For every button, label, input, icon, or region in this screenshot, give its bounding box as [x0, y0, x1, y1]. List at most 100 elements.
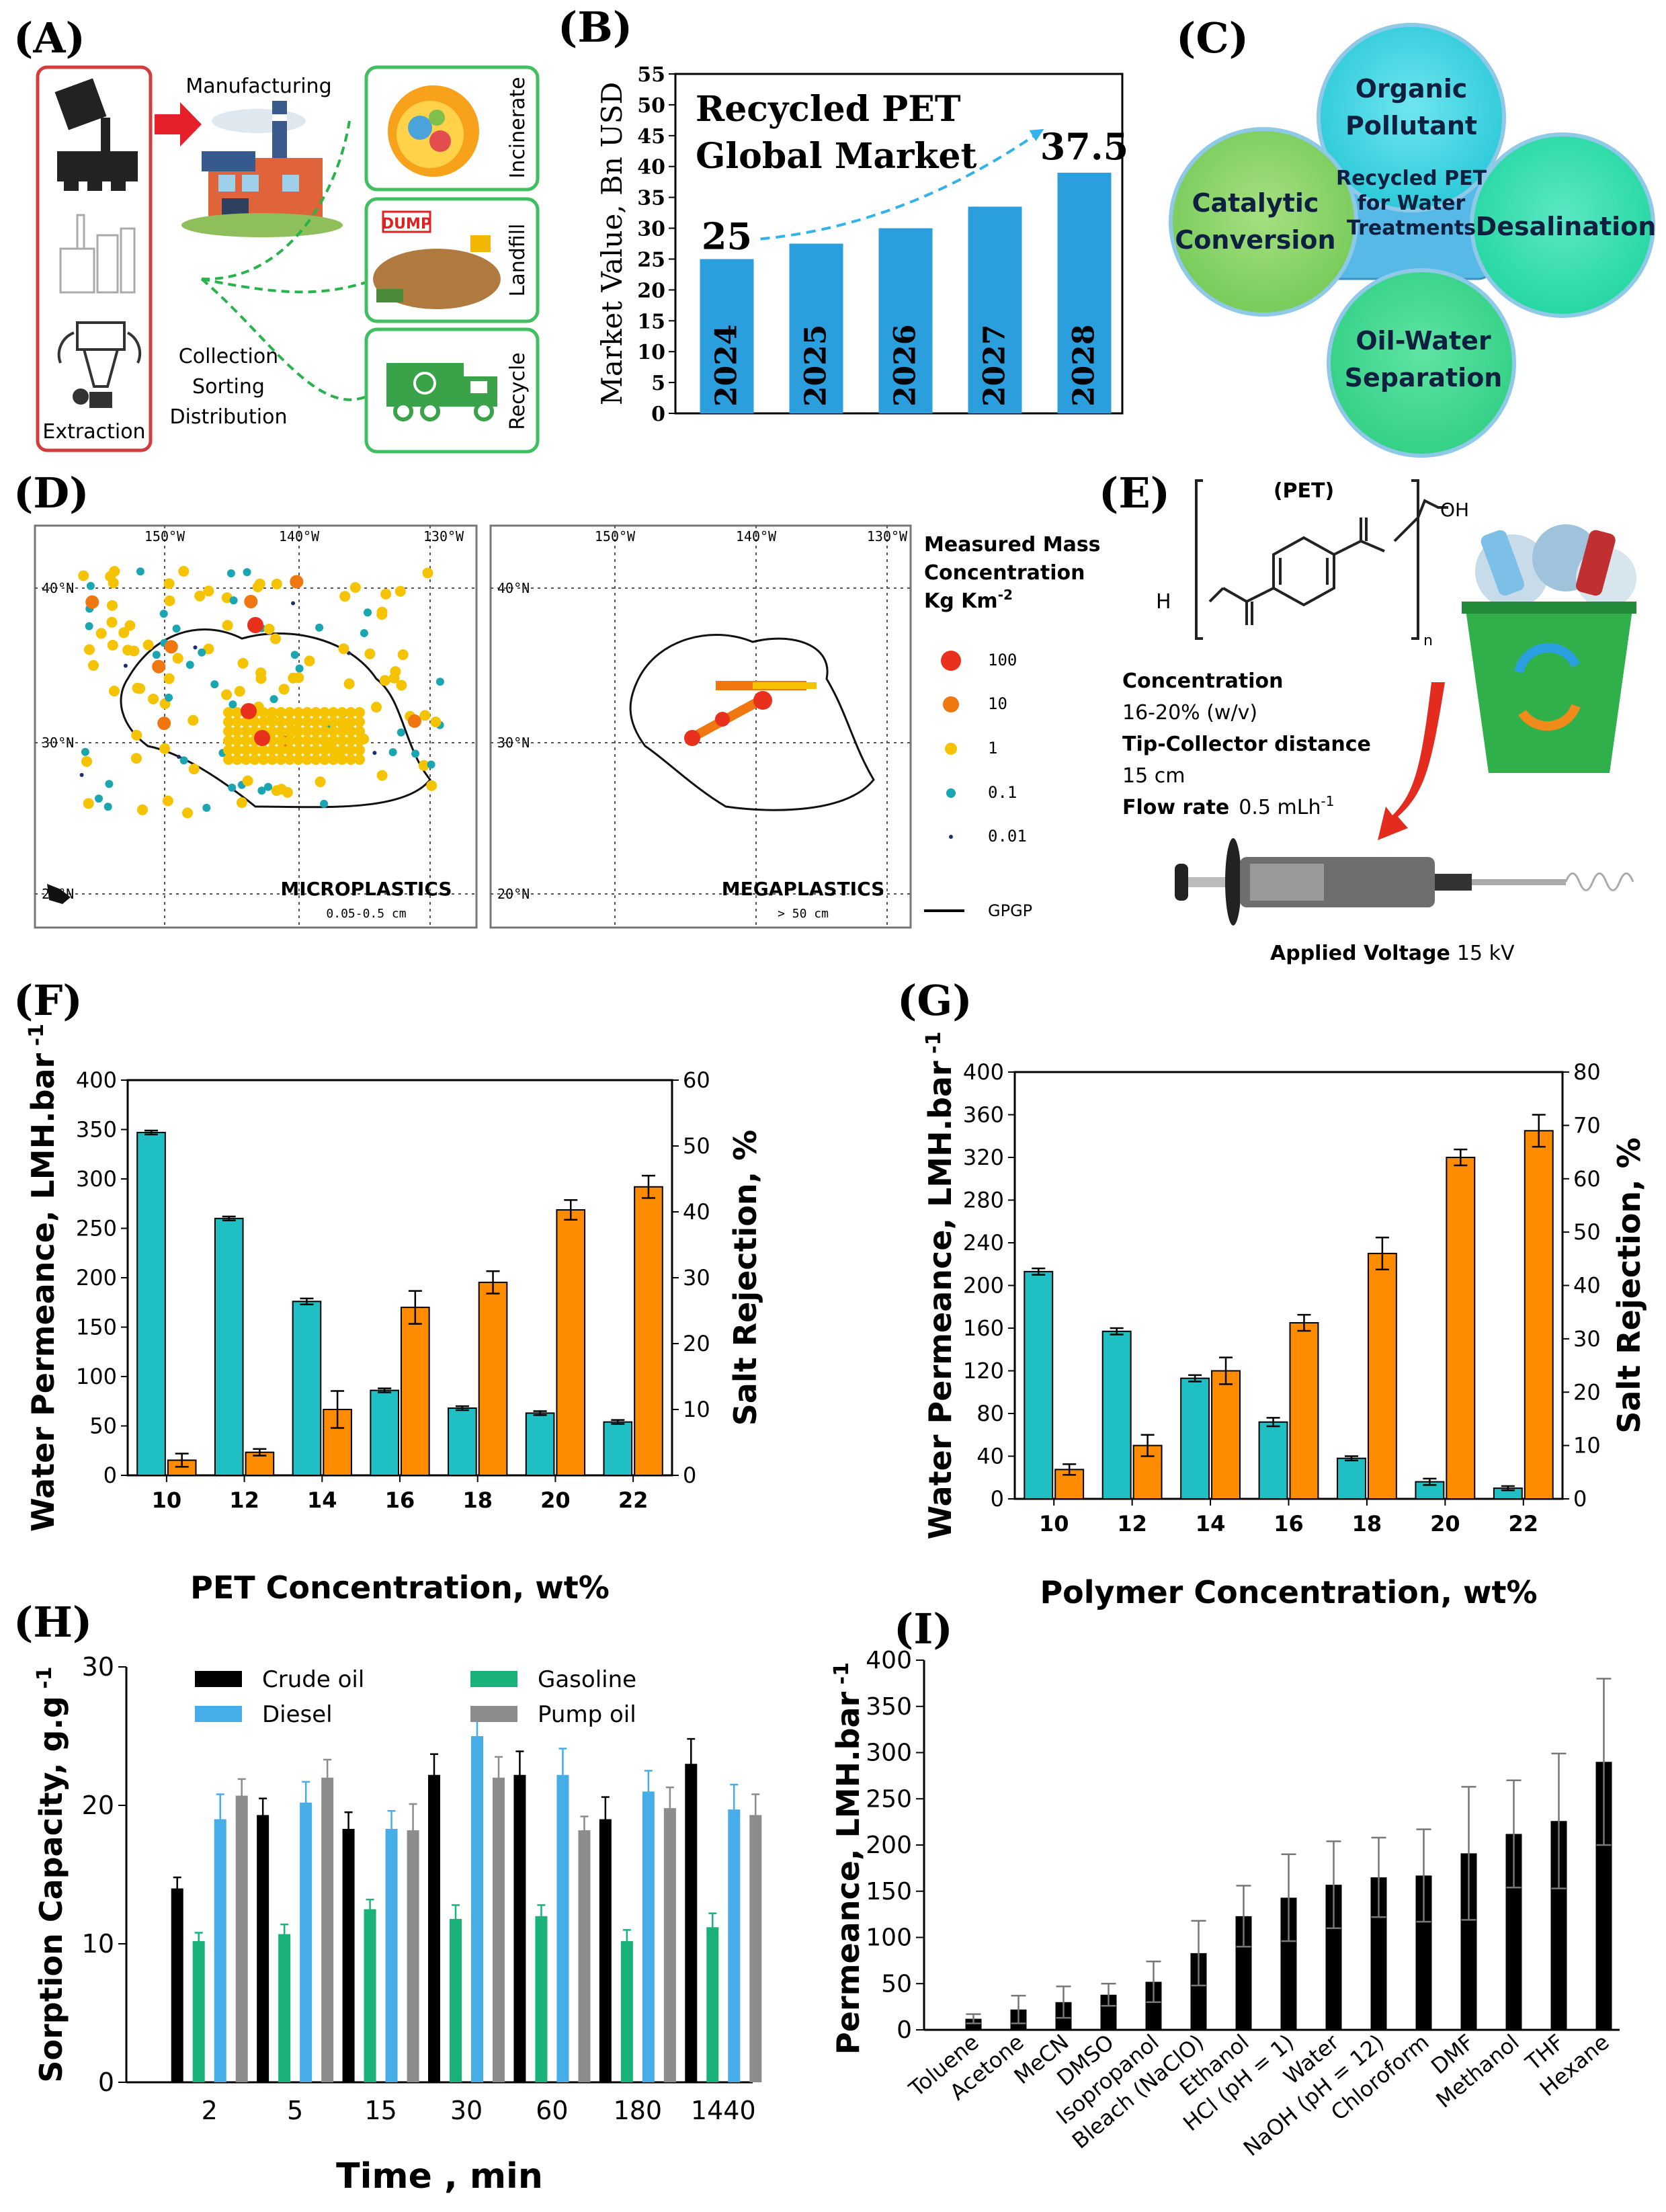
micro-dot	[172, 624, 181, 633]
y-axis-label: Water Permeance, LMH.bar -1	[922, 1032, 958, 1540]
center-line-2: for Water	[1358, 192, 1466, 215]
micro-dot	[226, 569, 235, 577]
errorbar	[515, 1750, 524, 1799]
y-tick-label: 20	[82, 1791, 114, 1820]
y-tick-label: 160	[963, 1315, 1004, 1341]
micro-dot	[223, 745, 234, 755]
micro-dot	[232, 735, 243, 746]
micro-dot	[241, 745, 251, 755]
micro-dot	[291, 601, 296, 606]
micro-dot	[293, 726, 304, 737]
micro-dot	[376, 770, 388, 781]
micro-dot	[148, 694, 159, 704]
oilwater-label-2: Separation	[1345, 363, 1503, 393]
micro-dot	[237, 657, 249, 669]
micro-dot	[267, 726, 278, 737]
bar-permeance	[603, 1421, 633, 1477]
bar	[1057, 172, 1112, 413]
y-tick-label: 120	[963, 1358, 1004, 1384]
x-tick-label: 10	[1039, 1511, 1069, 1537]
micro-dot	[103, 803, 112, 811]
micro-dot	[123, 663, 128, 668]
micro-dot	[267, 707, 278, 718]
errorbar	[495, 1756, 503, 1799]
incinerate-box	[364, 65, 540, 192]
legend-swatch	[470, 1671, 517, 1687]
bar-diesel	[300, 1802, 313, 2082]
panel-label-c: (C)	[1176, 13, 1249, 63]
legend-swatch-100	[941, 651, 961, 671]
bar-crude-oil	[513, 1774, 526, 2082]
pet-structure	[1195, 479, 1448, 640]
x-tick-label: 18	[462, 1487, 493, 1513]
micro-dot	[337, 726, 347, 737]
errorbar	[708, 1912, 717, 1942]
micro-dot	[345, 735, 356, 746]
y-tick-label: 40	[976, 1444, 1004, 1469]
legend-label-1: 1	[988, 739, 997, 757]
flow-arrows	[200, 120, 367, 401]
trend-arrow-head	[1029, 128, 1044, 141]
micro-dot	[435, 678, 444, 686]
bar-category-label: 2024	[710, 325, 744, 407]
errorbar-rejection	[486, 1270, 500, 1295]
y-right-tick-label: 10	[1573, 1433, 1601, 1459]
micro-dot	[137, 804, 148, 815]
micro-dot	[338, 643, 349, 655]
micro-dot	[376, 609, 388, 620]
x-tick-label: 30	[450, 2096, 483, 2125]
micro-dot	[142, 639, 154, 651]
errorbar	[259, 1797, 267, 1833]
legend-label: Crude oil	[262, 1666, 364, 1693]
micro-dot	[304, 655, 315, 667]
micro-dot	[164, 595, 175, 606]
y-axis-label-sup: -1	[922, 1032, 946, 1061]
micro-dot	[278, 684, 290, 695]
legend-label-0-1: 0.1	[988, 783, 1017, 802]
micro-dot	[380, 588, 392, 600]
bar-gasoline	[706, 1927, 719, 2082]
y-tick-label: 320	[963, 1145, 1004, 1170]
errorbar	[1506, 1779, 1522, 1889]
red-curved-arrow-icon	[1378, 682, 1445, 840]
errorbar-rejection	[408, 1290, 422, 1325]
lat-tick-30-r: 30°N	[497, 735, 530, 751]
micro-dot	[319, 754, 330, 765]
x-tick-label: 16	[385, 1487, 415, 1513]
micro-dot	[188, 764, 200, 775]
micro-dot	[198, 648, 206, 657]
micro-dot	[422, 567, 433, 579]
micro-dot	[302, 726, 313, 737]
micro-dot	[243, 568, 251, 577]
y-axis-label: Water Permeance, LMH.bar -1	[25, 1024, 61, 1532]
micro-dot	[302, 754, 313, 765]
errorbar-permeance	[455, 1405, 469, 1411]
micro-dot	[136, 567, 144, 576]
errorbar	[751, 1793, 760, 1837]
micro-dot	[232, 754, 243, 765]
micro-dot	[152, 659, 166, 673]
legend-swatch	[195, 1706, 242, 1722]
micro-dot	[379, 675, 390, 686]
micro-dot	[371, 702, 382, 713]
y-axis-label-text: Water Permeance, LMH.bar	[25, 1053, 61, 1532]
micro-dot	[78, 570, 89, 581]
micro-dot	[124, 620, 136, 631]
micro-dot	[188, 714, 199, 726]
micro-dot	[310, 754, 321, 765]
micro-dot	[364, 648, 376, 659]
micro-dot	[263, 623, 275, 634]
garbage-truck-icon	[386, 363, 497, 421]
micro-dot	[165, 693, 173, 702]
micro-dot	[315, 776, 326, 788]
lon-tick-140: 140°W	[279, 528, 320, 544]
micro-dot	[319, 716, 330, 727]
map-legend: Measured Mass Concentration Kg Km-2 100 …	[924, 533, 1101, 920]
micro-dot	[319, 745, 330, 755]
micro-dot	[264, 782, 272, 791]
y-axis-label-sup: -1	[33, 1666, 56, 1696]
micro-sub: 0.05-0.5 cm	[326, 907, 406, 921]
micro-dot	[390, 666, 401, 678]
